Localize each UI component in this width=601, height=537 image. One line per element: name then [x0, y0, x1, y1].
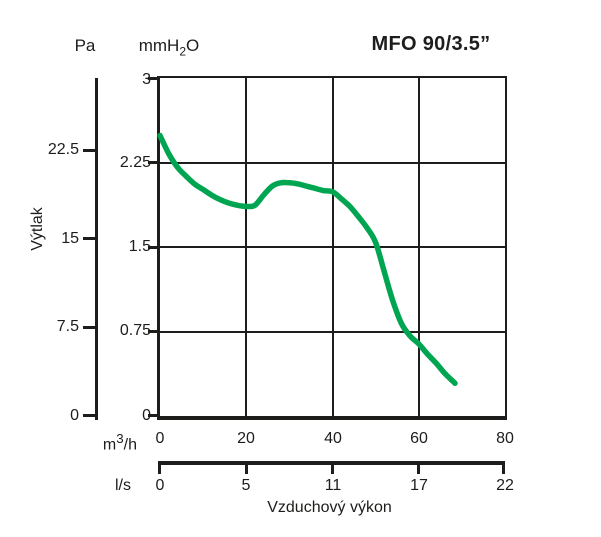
m3h-unit-base: m: [102, 436, 117, 454]
mmh2o-tick-label-0: 0: [142, 407, 151, 424]
m3h-tick-label-20: 20: [237, 430, 255, 447]
mmh2o-tick-label-1-5: 1.5: [128, 238, 151, 255]
mmh2o-unit-base: mmH: [138, 36, 180, 55]
mmh2o-tick-label-0-75: 0.75: [119, 322, 151, 339]
ls-tick-label-17: 17: [410, 477, 428, 494]
pa-tick-7-5: [83, 326, 96, 329]
performance-curve: [157, 132, 458, 387]
pa-tick-22-5: [83, 149, 96, 152]
pa-tick-label-15: 15: [61, 230, 79, 247]
gridline-y-0-75: [160, 330, 505, 333]
mmh2o-tick-0-75: [148, 330, 160, 333]
m3h-tick-label-60: 60: [410, 430, 428, 447]
mmh2o-tick-label-3: 3: [142, 71, 151, 88]
m3h-unit-tail: /h: [123, 436, 137, 454]
ls-tick-22: [502, 461, 505, 474]
mmh2o-tick-1-5: [148, 246, 160, 249]
performance-curve-svg: [157, 132, 458, 387]
pa-tick-label-22-5: 22.5: [47, 141, 79, 158]
ls-tick-label-22: 22: [496, 477, 514, 494]
mmh2o-tick-0: [148, 414, 160, 417]
ls-tick-0: [158, 461, 161, 474]
pa-unit-label: Pa: [74, 36, 96, 55]
pa-tick-label-0: 0: [70, 407, 79, 424]
pa-axis-line: [95, 78, 98, 420]
pa-tick-15: [83, 237, 96, 240]
y-axis-title: Výtlak: [29, 207, 46, 251]
x-axis-title: Vzduchový výkon: [267, 499, 392, 516]
m3h-unit-label: m3/h: [87, 430, 137, 454]
mmh2o-unit-tail: O: [186, 36, 200, 55]
ls-tick-11: [331, 461, 334, 474]
ls-tick-label-5: 5: [241, 477, 251, 494]
mmh2o-tick-3: [148, 77, 160, 80]
ls-tick-5: [245, 461, 248, 474]
m3h-tick-label-40: 40: [324, 430, 342, 447]
m3h-unit-superscript: 3: [116, 431, 124, 446]
ls-tick-label-11: 11: [324, 477, 342, 494]
mmh2o-tick-2-25: [148, 161, 160, 164]
pa-tick-0: [83, 414, 96, 417]
mmh2o-tick-label-2-25: 2.25: [119, 154, 151, 171]
gridline-y-1-5: [160, 246, 505, 248]
mmh2o-unit-subscript: 2: [179, 44, 187, 59]
plot-area: [157, 76, 507, 420]
chart-title: MFO 90/3.5”: [371, 33, 491, 55]
m3h-tick-label-80: 80: [496, 430, 514, 447]
mmh2o-unit-label: mmH2O: [124, 36, 214, 61]
gridline-y-2-25: [160, 161, 505, 164]
ls-tick-label-0: 0: [155, 477, 165, 494]
ls-unit-label: l/s: [115, 477, 131, 494]
m3h-tick-label-0: 0: [155, 430, 165, 447]
ls-tick-17: [417, 461, 420, 474]
pa-tick-label-7-5: 7.5: [56, 318, 79, 335]
